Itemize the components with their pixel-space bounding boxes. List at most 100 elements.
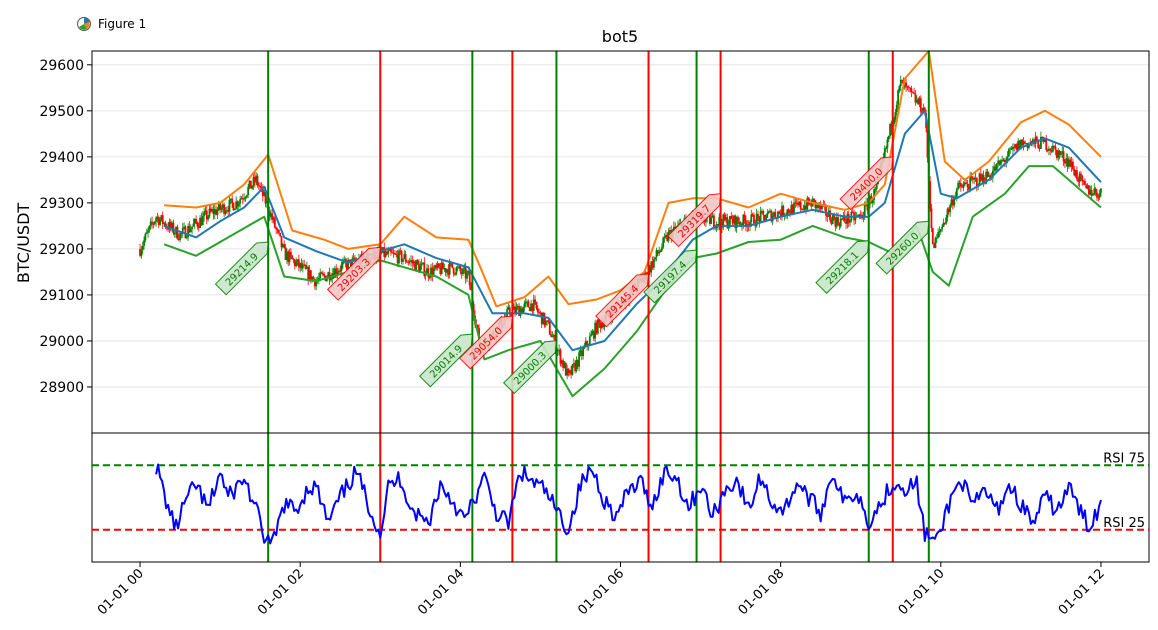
buy-signal-tag-box [214, 241, 269, 296]
candle-body [548, 322, 551, 335]
candle-body [1090, 189, 1093, 196]
candle-body [518, 306, 520, 316]
candle-body [163, 222, 165, 224]
candle-body [843, 215, 846, 222]
candle-body [538, 312, 540, 314]
candle-body [530, 303, 532, 311]
candle-body [1035, 136, 1038, 141]
candle-body [308, 270, 311, 281]
candle-body [1023, 141, 1026, 144]
candle-body [387, 250, 390, 255]
candle-body [969, 176, 972, 190]
candle-body [750, 214, 753, 222]
candle-body [390, 249, 392, 253]
candle-body [654, 257, 657, 260]
candle-body [307, 266, 310, 281]
candle-body [726, 217, 729, 228]
candle-body [271, 213, 274, 220]
candle-body [1044, 138, 1046, 143]
candle-body [929, 181, 932, 209]
candle-body [299, 263, 302, 268]
candle-body [410, 260, 412, 262]
candle-body [749, 221, 751, 227]
candle-body [392, 253, 395, 255]
candle-body [794, 202, 797, 204]
candle-body [1069, 159, 1072, 167]
candle-body [268, 211, 271, 217]
candle-body [470, 285, 472, 291]
candle-body [252, 177, 255, 186]
candle-body [141, 245, 144, 251]
candle-body [674, 226, 677, 229]
candle-body [935, 237, 938, 239]
candle-body [831, 215, 834, 225]
candle-body [982, 174, 985, 183]
y-tick-label: 29200 [39, 242, 84, 258]
candle-body [1054, 146, 1057, 151]
candle-body [161, 215, 164, 224]
candle-body [802, 208, 805, 210]
rsi-line [155, 463, 1102, 545]
candle-body [247, 187, 250, 196]
candle-body [476, 324, 479, 329]
candle-body [1006, 156, 1009, 160]
candle-body [515, 307, 518, 313]
candle-body [434, 265, 436, 270]
candle-body [723, 214, 726, 221]
candle-body [594, 322, 597, 339]
candle-body [236, 201, 239, 207]
candle-body [648, 267, 651, 273]
rsi-lower-threshold-label: RSI 25 [1103, 516, 1145, 531]
candle-body [845, 221, 847, 224]
price-panel: 28900 29000 29100 29200 29300 29400 29500 29600… [39, 50, 1150, 562]
candle-body [192, 223, 195, 227]
candle-body [759, 211, 762, 223]
candle-body [897, 90, 899, 105]
candle-body [1009, 148, 1012, 150]
rsi-upper-threshold-label: RSI 75 [1103, 451, 1145, 466]
candle-body [1072, 161, 1074, 170]
candle-body [514, 306, 516, 313]
candle-body [899, 79, 902, 87]
candle-body [735, 216, 738, 228]
candle-body [527, 301, 530, 308]
candle-body [991, 170, 994, 178]
candle-body [408, 261, 411, 263]
candle-body [241, 198, 244, 200]
candle-body [208, 208, 211, 217]
candle-body [1003, 159, 1006, 163]
candle-body [578, 352, 581, 367]
candle-body [943, 222, 946, 224]
candle-body [275, 227, 278, 230]
candle-body [564, 362, 567, 376]
candle-body [227, 210, 230, 212]
candle-body [985, 171, 988, 184]
candle-body [778, 211, 781, 214]
candle-body [1094, 188, 1097, 193]
candle-body [255, 175, 258, 183]
candle-body [1038, 148, 1041, 150]
candle-body [1065, 158, 1068, 164]
candle-body [989, 175, 992, 179]
candle-body [217, 203, 220, 211]
candle-body [224, 211, 227, 215]
candle-body [233, 208, 236, 211]
candle-body [512, 306, 515, 310]
candle-body [893, 119, 895, 124]
candle-body [195, 219, 197, 223]
candle-body [914, 93, 917, 103]
candle-body [922, 107, 925, 114]
candle-body [909, 87, 912, 89]
candle-body [885, 147, 887, 149]
window-title: Figure 1 [98, 17, 147, 31]
candle-body [1011, 146, 1014, 150]
candle-body [400, 251, 403, 262]
candle-body [937, 232, 940, 238]
candle-body [256, 175, 259, 186]
candle-body [276, 229, 279, 231]
candle-body [805, 205, 807, 210]
candle-body [187, 226, 189, 238]
candle-body [973, 177, 976, 180]
candle-body [422, 262, 424, 264]
candle-body [742, 214, 745, 226]
